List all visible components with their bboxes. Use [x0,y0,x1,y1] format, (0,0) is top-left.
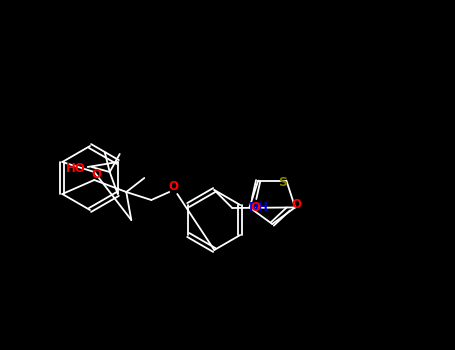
Text: O: O [291,198,301,211]
Text: O: O [250,201,260,214]
Text: S: S [278,176,287,189]
Text: O: O [91,168,101,181]
Text: O: O [168,181,178,194]
Text: NH: NH [248,201,268,214]
Text: HO: HO [66,161,86,175]
